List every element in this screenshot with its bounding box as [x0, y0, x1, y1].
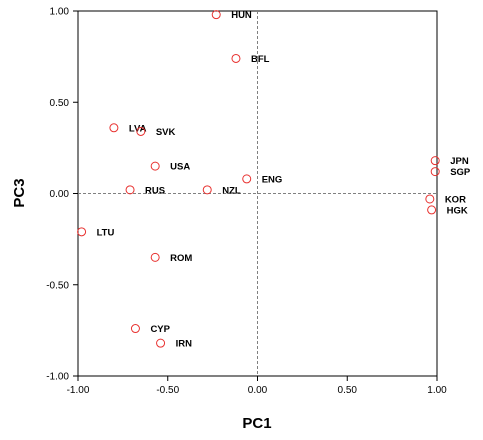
point-label-kor: KOR: [445, 194, 466, 205]
point-label-hgk: HGK: [447, 205, 468, 216]
data-point-cyp: [130, 324, 140, 334]
x-tick-label: 0.50: [338, 385, 358, 396]
point-label-jpn: JPN: [450, 156, 469, 167]
data-point-rom: [150, 252, 160, 262]
data-point-lva: [109, 123, 119, 133]
x-tick-label: 1.00: [427, 385, 447, 396]
y-tick-label: 0.50: [50, 98, 70, 109]
point-label-hun: HUN: [231, 10, 252, 21]
x-axis-title: PC1: [242, 415, 271, 432]
x-tick-label: 0.00: [248, 385, 268, 396]
y-tick-label: 0.00: [50, 189, 70, 200]
x-axis: -1.00 -0.50 0.00 0.50 1.00: [67, 376, 447, 396]
point-label-cyp: CYP: [150, 324, 170, 335]
data-point-nzl: [202, 185, 212, 195]
data-point-sgp: [430, 167, 440, 177]
data-point-irn: [156, 338, 166, 348]
reference-lines: [78, 11, 437, 376]
y-tick-label: 1.00: [50, 7, 70, 18]
y-axis: -1.00 -0.50 0.00 0.50 1.00: [46, 7, 78, 383]
y-axis-title: PC3: [11, 178, 28, 207]
point-label-sgp: SGP: [450, 167, 471, 178]
point-label-nzl: NZL: [222, 185, 241, 196]
data-point-rus: [125, 185, 135, 195]
x-tick-label: -0.50: [156, 385, 179, 396]
point-label-rus: RUS: [145, 185, 165, 196]
y-tick-label: -0.50: [46, 280, 69, 291]
point-label-irn: IRN: [176, 339, 193, 350]
data-point-ltu: [77, 227, 87, 237]
data-point-svk: [136, 126, 146, 136]
point-label-eng: ENG: [262, 174, 283, 185]
point-label-usa: USA: [170, 162, 190, 173]
point-label-ltu: LTU: [97, 227, 115, 238]
data-point-hgk: [427, 205, 437, 215]
x-tick-label: -1.00: [67, 385, 90, 396]
data-point-jpn: [430, 156, 440, 166]
data-point-hun: [211, 10, 221, 20]
data-point-usa: [150, 161, 160, 171]
point-label-svk: SVK: [156, 127, 176, 138]
point-label-bfl: BFL: [251, 54, 270, 65]
point-label-rom: ROM: [170, 253, 192, 264]
data-point-bfl: [231, 53, 241, 63]
data-point-kor: [425, 194, 435, 204]
data-point-eng: [242, 174, 252, 184]
y-tick-label: -1.00: [46, 372, 69, 383]
